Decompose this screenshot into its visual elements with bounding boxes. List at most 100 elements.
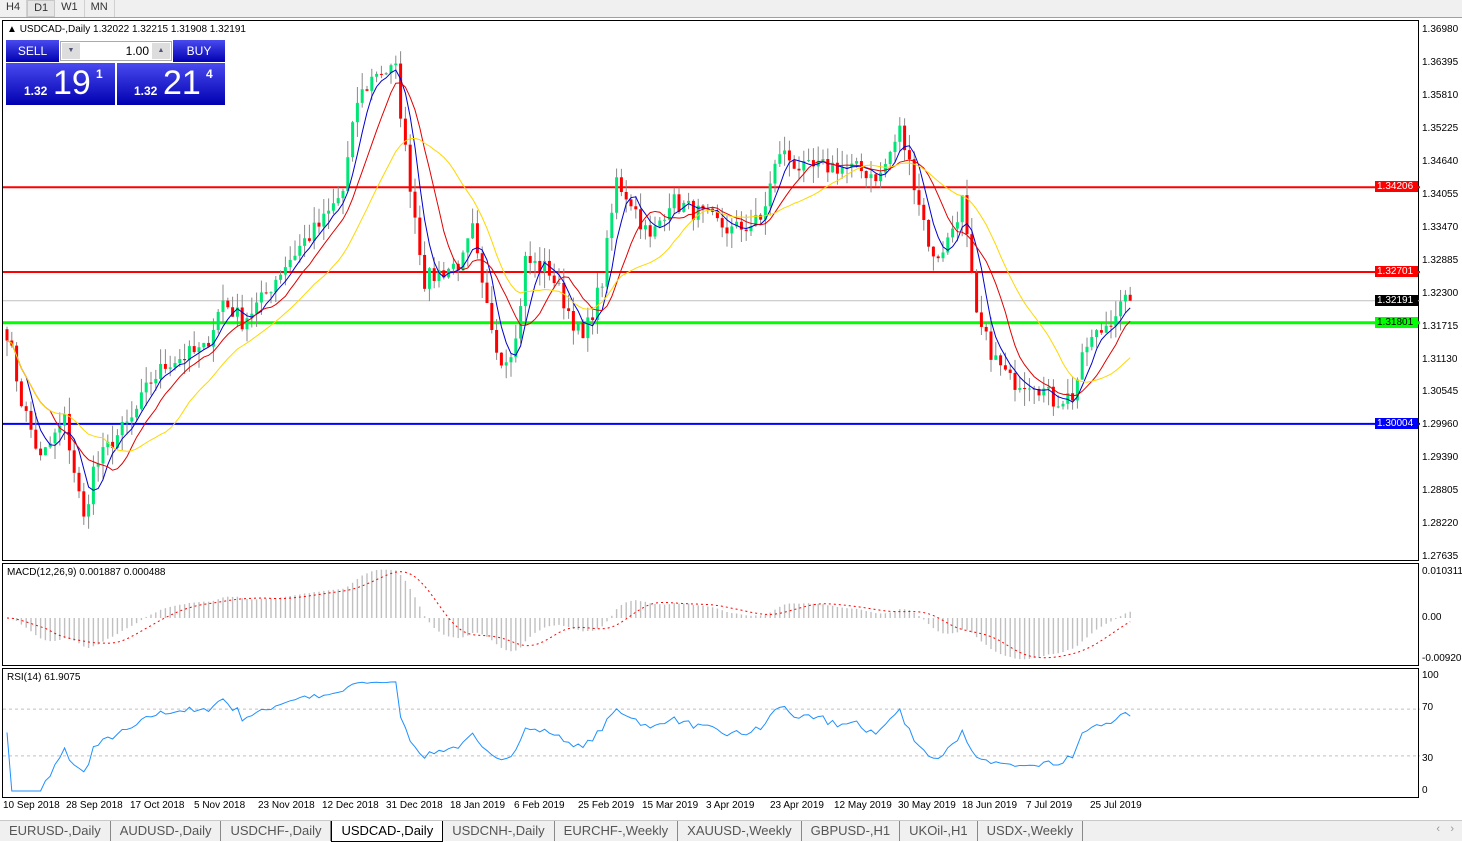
candle-body [197,347,201,353]
candle-body [1027,388,1031,390]
rsi-axis-70: 70 [1422,702,1434,713]
candle-body [495,330,499,353]
candle-body [519,306,523,339]
chart-tab[interactable]: USDCNH-,Daily [443,821,555,841]
candle-body [490,302,494,331]
candle-body [154,378,158,384]
candle-body [149,382,153,384]
buy-button[interactable]: BUY [173,40,225,62]
candle-body [466,238,470,253]
candle-body [821,159,825,161]
candle-body [979,312,983,327]
lot-size-value[interactable]: 1.00 [125,44,149,58]
lot-decrease-button[interactable]: ▼ [62,43,80,59]
candle-body [658,220,662,227]
candle-body [523,256,527,307]
candle-body [936,256,940,259]
candle-body [317,222,321,227]
candle-body [1008,369,1012,373]
timeframe-h4[interactable]: H4 [0,0,28,17]
candle-body [533,260,537,263]
date-axis-label: 23 Nov 2018 [258,800,315,811]
candle-body [591,317,595,321]
candle-body [485,282,489,303]
price-axis-tick: 1.32885 [1422,254,1459,266]
buy-price-fraction: 4 [206,67,213,81]
tab-scroll-left-icon[interactable]: ‹ [1436,823,1440,835]
timeframe-w1[interactable]: W1 [55,0,85,17]
candle-body [101,447,105,464]
candle-body [283,267,287,275]
chart-tab[interactable]: USDCAD-,Daily [331,821,444,842]
date-axis-label: 18 Jun 2019 [962,800,1018,811]
date-axis-label: 6 Feb 2019 [514,800,565,811]
buy-price[interactable]: 1.32 21 4 [117,63,225,105]
macd-panel[interactable]: MACD(12,26,9) 0.001887 0.000488 [2,563,1419,666]
candle-body [192,346,196,353]
candle-body [567,308,571,312]
chart-tab[interactable]: UKOil-,H1 [900,821,978,841]
candle-body [879,172,883,182]
date-axis-label: 12 May 2019 [834,800,892,811]
lot-increase-button[interactable]: ▲ [152,43,170,59]
date-axis-label: 15 Mar 2019 [642,800,699,811]
tab-scroll-right-icon[interactable]: › [1450,823,1454,835]
candle-body [293,255,297,260]
lot-size-input[interactable]: ▼ 1.00 ▲ [60,41,172,61]
candle-body [951,228,955,238]
date-axis-label: 23 Apr 2019 [770,800,824,811]
candle-body [811,160,815,167]
candle-body [744,229,748,232]
candle-body [667,208,671,220]
candle-body [480,253,484,283]
candle-body [413,191,417,218]
chart-tab[interactable]: XAUUSD-,Weekly [678,821,802,841]
date-axis-label: 18 Jan 2019 [450,800,506,811]
rsi-axis-30: 30 [1422,753,1434,764]
candle-body [235,307,239,317]
rsi-panel[interactable]: RSI(14) 61.9075 [2,668,1420,798]
candle-body [538,260,542,272]
candle-body [279,274,283,280]
candle-body [106,441,110,448]
candle-body [547,260,551,276]
candle-body [576,322,580,331]
ma-mid-line [6,82,1131,471]
candle-body [231,307,235,317]
candle-body [1003,365,1007,370]
sell-price[interactable]: 1.32 19 1 [6,63,115,105]
date-axis-label: 31 Dec 2018 [386,800,443,811]
timeframe-mn[interactable]: MN [85,0,115,17]
candle-body [600,286,604,288]
candle-body [653,226,657,237]
candle-body [1128,294,1132,301]
candle-body [677,194,681,212]
candle-body [34,429,38,449]
candle-body [927,219,931,247]
candle-body [643,225,647,230]
chart-tab[interactable]: USDCHF-,Daily [221,821,332,841]
sell-price-fraction: 1 [96,67,103,81]
chart-tab[interactable]: AUDUSD-,Daily [111,821,222,841]
macd-plot [6,569,1131,660]
timeframe-d1[interactable]: D1 [27,0,56,17]
candle-body [696,205,700,220]
price-axis-tick: 1.27635 [1422,551,1459,563]
candle-body [183,359,187,361]
chart-tab[interactable]: USDX-,Weekly [978,821,1084,841]
candle-body [375,73,379,77]
sell-button[interactable]: SELL [6,40,59,62]
chart-tab[interactable]: GBPUSD-,H1 [802,821,901,841]
candle-body [322,213,326,227]
price-chart[interactable]: ▲ USDCAD-,Daily 1.32022 1.32215 1.31908 … [2,20,1420,561]
chart-tab[interactable]: EURUSD-,Daily [0,821,111,841]
date-axis-label: 12 Dec 2018 [322,800,379,811]
candle-body [907,150,911,160]
one-click-trading-panel: SELL ▼ 1.00 ▲ BUY 1.32 19 1 1.32 21 4 [6,40,225,105]
candle-body [67,413,71,451]
candle-body [168,367,172,369]
chart-tab[interactable]: EURCHF-,Weekly [555,821,679,841]
candle-body [130,417,134,422]
candle-body [869,174,873,179]
candle-body [139,392,143,409]
